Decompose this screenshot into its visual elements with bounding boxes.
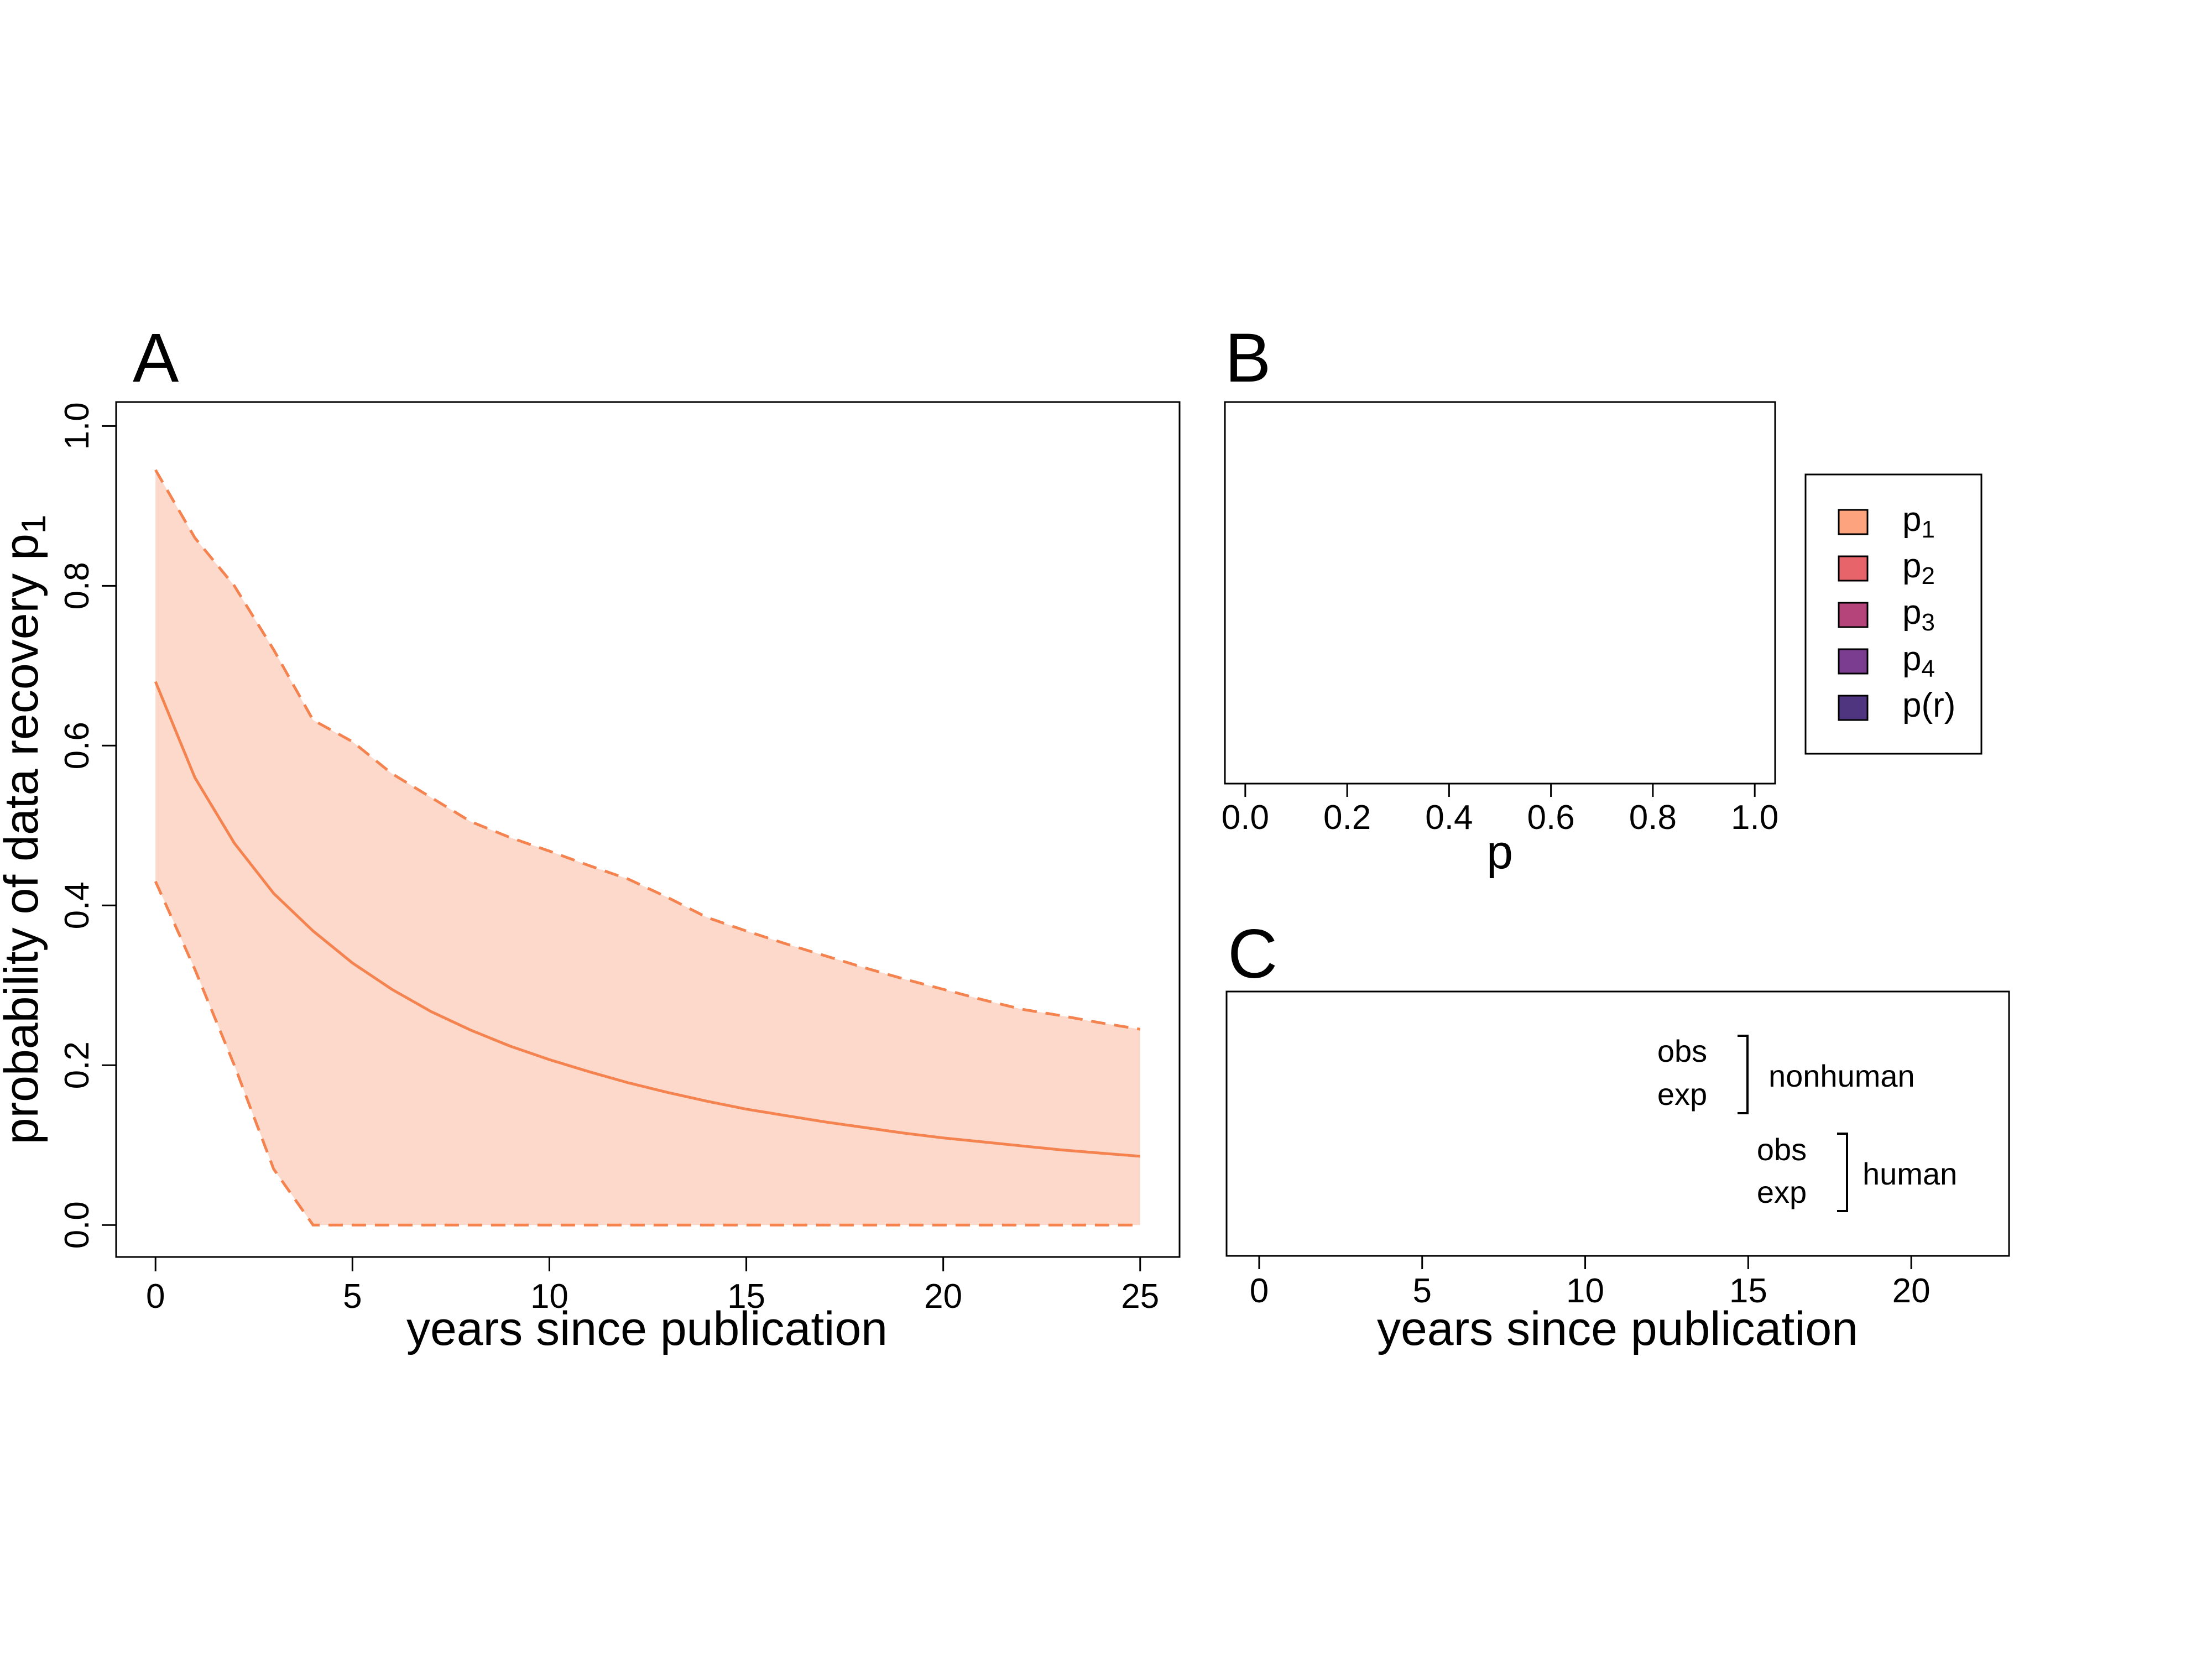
legend-label-base: p xyxy=(1902,593,1921,632)
y-tick-label: 0.0 xyxy=(58,1201,96,1249)
nonhuman-group-label: nonhuman xyxy=(1768,1058,1915,1093)
b-x-tick-label: 1.0 xyxy=(1731,799,1778,837)
x-tick-label: 25 xyxy=(1121,1277,1159,1316)
confidence-band xyxy=(155,469,1140,1225)
panel-b-x-axis-title: p xyxy=(1486,826,1513,879)
legend-label-base: p xyxy=(1902,640,1921,678)
legend-label-base: p xyxy=(1902,500,1921,539)
group-nonhuman: obs exp nonhuman xyxy=(1657,1034,1915,1114)
legend-label-subscript: 1 xyxy=(1921,516,1934,543)
y-tick-label: 0.6 xyxy=(58,722,96,769)
b-x-tick-label: 0.4 xyxy=(1425,799,1473,837)
panel-c-x-axis-title: years since publication xyxy=(1377,1302,1858,1355)
c-x-tick-label: 5 xyxy=(1413,1272,1432,1310)
legend-label: p3 xyxy=(1902,593,1935,636)
x-tick-label: 15 xyxy=(727,1277,765,1316)
legend-swatch xyxy=(1838,648,1869,675)
panel-a: A 0 5 10 15 20 25 0.0 0.2 0.4 0.6 0.8 1.0 years si… xyxy=(0,320,1181,1355)
b-x-tick-label: 0.8 xyxy=(1629,799,1677,837)
legend-label-subscript: 3 xyxy=(1921,609,1934,636)
y-tick-label: 1.0 xyxy=(58,402,96,450)
panel-a-plot-area xyxy=(154,469,1141,1227)
y-tick-label: 0.4 xyxy=(58,881,96,929)
group-human: obs exp human xyxy=(1757,1132,1957,1212)
human-group-label: human xyxy=(1863,1156,1957,1191)
legend-swatch xyxy=(1838,695,1869,721)
panel-c-frame xyxy=(1225,990,2010,1257)
legend-label-base: p(r) xyxy=(1902,686,1955,724)
c-x-tick-label: 10 xyxy=(1566,1272,1604,1310)
x-tick-label: 10 xyxy=(530,1277,568,1316)
panel-c-letter: C xyxy=(1228,916,1277,993)
y-tick-label: 0.2 xyxy=(58,1041,96,1089)
y-axis-title-subscript: 1 xyxy=(15,515,53,534)
panel-a-x-axis-title: years since publication xyxy=(406,1302,888,1355)
y-axis-title-main: probability of data recovery p xyxy=(0,534,48,1144)
b-x-tick-label: 0.6 xyxy=(1527,799,1575,837)
c-x-tick-label: 0 xyxy=(1250,1272,1269,1310)
panel-b-letter: B xyxy=(1225,320,1271,397)
x-tick-label: 20 xyxy=(924,1277,962,1316)
legend-label: p2 xyxy=(1902,547,1935,589)
panel-c-x-axis: 0 5 10 15 20 xyxy=(1250,1255,1931,1310)
b-x-tick-label: 0.0 xyxy=(1222,799,1269,837)
y-tick-label: 0.8 xyxy=(58,562,96,609)
x-tick-label: 5 xyxy=(343,1277,362,1316)
median-line xyxy=(154,681,1140,1158)
panel-b-x-axis: 0.0 0.2 0.4 0.6 0.8 1.0 xyxy=(1222,782,1778,837)
human-bracket xyxy=(1837,1133,1848,1212)
legend-label: p4 xyxy=(1902,640,1935,682)
c-x-tick-label: 15 xyxy=(1729,1272,1767,1310)
c-x-tick-label: 20 xyxy=(1892,1272,1931,1310)
panel-b-frame xyxy=(1224,401,1776,785)
nonhuman-obs-label: obs xyxy=(1657,1034,1707,1068)
legend-box xyxy=(1804,473,1983,755)
legend-label-base: p xyxy=(1902,547,1921,585)
nonhuman-bracket xyxy=(1738,1035,1749,1114)
nonhuman-exp-label: exp xyxy=(1657,1077,1707,1112)
human-exp-label: exp xyxy=(1757,1175,1807,1209)
legend-swatch xyxy=(1838,602,1869,628)
legend-label-subscript: 4 xyxy=(1921,655,1934,682)
human-obs-label: obs xyxy=(1757,1132,1807,1167)
panel-a-y-axis-title: probability of data recovery p1 xyxy=(0,515,53,1145)
upper-bound-line xyxy=(154,469,1141,1031)
panel-c: C 0 5 10 15 20 years since publication obs e… xyxy=(1225,916,2010,1355)
legend-swatch xyxy=(1838,555,1869,582)
panel-a-x-axis: 0 5 10 15 20 25 xyxy=(146,1256,1159,1316)
panel-a-letter: A xyxy=(133,320,179,397)
legend-label: p1 xyxy=(1902,500,1935,543)
legend-swatch xyxy=(1838,509,1869,535)
x-tick-label: 0 xyxy=(146,1277,165,1316)
legend-label-subscript: 2 xyxy=(1921,562,1934,589)
legend-label: p(r) xyxy=(1902,686,1955,724)
panel-a-y-axis: 0.0 0.2 0.4 0.6 0.8 1.0 xyxy=(58,402,117,1249)
b-x-tick-label: 0.2 xyxy=(1323,799,1371,837)
